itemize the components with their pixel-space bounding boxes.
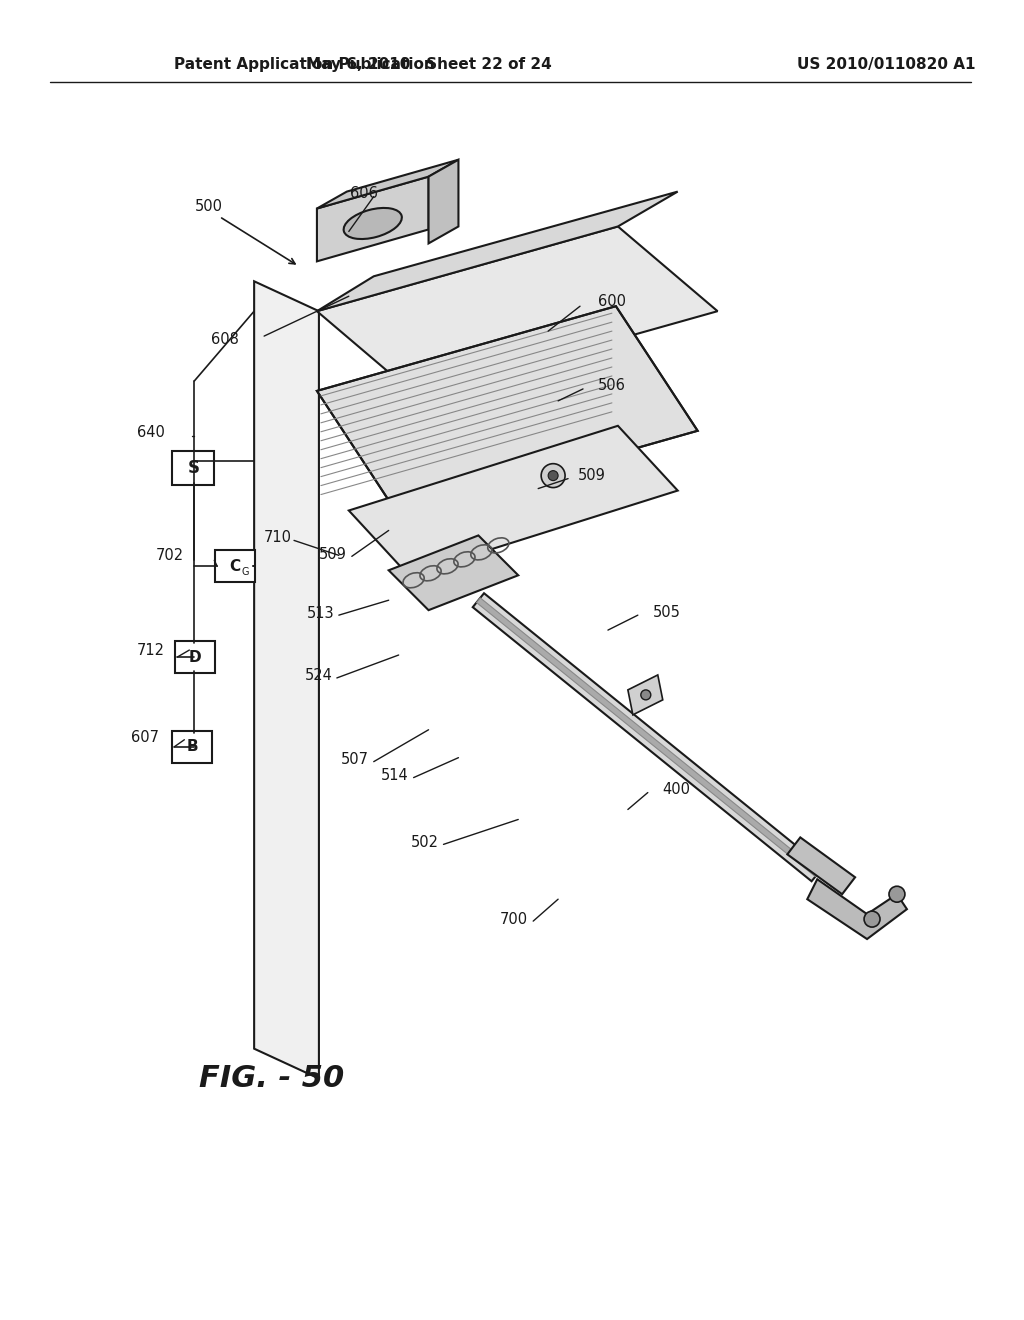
FancyBboxPatch shape xyxy=(175,642,215,673)
Polygon shape xyxy=(316,227,718,396)
Text: 700: 700 xyxy=(500,912,528,927)
Circle shape xyxy=(864,911,880,927)
Text: 640: 640 xyxy=(136,425,165,441)
Circle shape xyxy=(541,463,565,487)
Polygon shape xyxy=(316,160,459,209)
Polygon shape xyxy=(316,191,678,312)
Ellipse shape xyxy=(344,209,401,239)
Circle shape xyxy=(889,886,905,902)
Text: 607: 607 xyxy=(131,730,160,746)
Polygon shape xyxy=(628,675,663,715)
Circle shape xyxy=(641,690,651,700)
Text: S: S xyxy=(187,458,200,477)
Text: 500: 500 xyxy=(195,199,222,214)
Text: 509: 509 xyxy=(578,469,606,483)
Polygon shape xyxy=(473,593,823,882)
FancyBboxPatch shape xyxy=(172,731,212,763)
Polygon shape xyxy=(349,426,678,576)
Text: 505: 505 xyxy=(652,605,681,619)
Text: D: D xyxy=(189,649,202,664)
Polygon shape xyxy=(316,177,429,261)
Text: 600: 600 xyxy=(598,294,626,309)
Polygon shape xyxy=(254,281,318,1078)
Text: 710: 710 xyxy=(264,529,292,545)
Text: 712: 712 xyxy=(136,643,165,657)
Text: 702: 702 xyxy=(157,548,184,562)
Text: 513: 513 xyxy=(307,606,335,620)
Polygon shape xyxy=(389,536,518,610)
Text: 514: 514 xyxy=(381,768,409,783)
Text: 506: 506 xyxy=(598,379,626,393)
Text: 502: 502 xyxy=(411,834,438,850)
Text: FIG. - 50: FIG. - 50 xyxy=(200,1064,344,1093)
Polygon shape xyxy=(787,837,855,894)
Polygon shape xyxy=(316,306,697,516)
Text: US 2010/0110820 A1: US 2010/0110820 A1 xyxy=(798,57,976,71)
Text: G: G xyxy=(242,568,249,577)
FancyBboxPatch shape xyxy=(172,450,214,484)
Text: 507: 507 xyxy=(341,752,369,767)
Text: 400: 400 xyxy=(663,781,691,797)
FancyBboxPatch shape xyxy=(215,550,255,582)
Text: 606: 606 xyxy=(350,186,378,201)
Circle shape xyxy=(548,471,558,480)
Text: B: B xyxy=(186,739,199,754)
Polygon shape xyxy=(476,598,819,876)
Text: C: C xyxy=(229,558,241,574)
Text: May 6, 2010   Sheet 22 of 24: May 6, 2010 Sheet 22 of 24 xyxy=(306,57,551,71)
Text: 509: 509 xyxy=(318,546,347,562)
Text: 608: 608 xyxy=(211,331,240,347)
Text: 524: 524 xyxy=(305,668,333,684)
Polygon shape xyxy=(429,160,459,243)
Polygon shape xyxy=(807,879,907,939)
Text: Patent Application Publication: Patent Application Publication xyxy=(174,57,435,71)
